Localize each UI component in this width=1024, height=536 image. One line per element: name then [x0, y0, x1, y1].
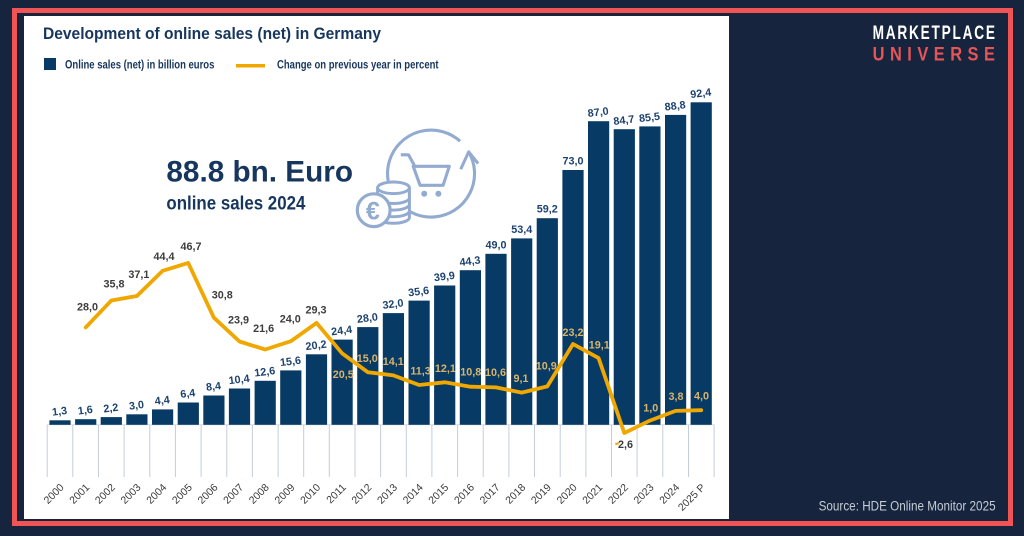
svg-text:2021: 2021 [580, 482, 605, 507]
svg-text:2019: 2019 [529, 482, 554, 507]
svg-text:10,6: 10,6 [485, 367, 506, 379]
svg-text:2010: 2010 [298, 482, 323, 507]
svg-text:2012: 2012 [349, 482, 374, 507]
svg-text:28,0: 28,0 [356, 311, 378, 325]
svg-text:32,0: 32,0 [382, 297, 404, 311]
svg-text:44,4: 44,4 [153, 251, 174, 263]
svg-text:20,2: 20,2 [305, 339, 327, 353]
svg-text:2022: 2022 [606, 482, 631, 507]
svg-text:8,4: 8,4 [205, 380, 221, 394]
svg-text:87,0: 87,0 [587, 105, 609, 119]
svg-text:2005: 2005 [170, 482, 195, 507]
svg-text:84,7: 84,7 [613, 113, 635, 127]
svg-text:35,6: 35,6 [408, 285, 430, 299]
svg-text:23,2: 23,2 [562, 327, 583, 339]
svg-text:21,6: 21,6 [253, 323, 274, 335]
svg-text:15,6: 15,6 [279, 355, 301, 369]
svg-text:2016: 2016 [452, 482, 477, 507]
svg-text:Development of online sales (n: Development of online sales (net) in Ger… [43, 24, 382, 43]
svg-text:9,1: 9,1 [513, 373, 528, 385]
svg-text:92,4: 92,4 [690, 87, 712, 101]
svg-text:28,0: 28,0 [77, 302, 98, 314]
svg-text:10,9: 10,9 [536, 360, 557, 372]
svg-text:2,6: 2,6 [618, 439, 633, 451]
svg-text:10,4: 10,4 [228, 373, 250, 387]
svg-text:35,8: 35,8 [103, 279, 124, 291]
svg-text:46,7: 46,7 [180, 241, 201, 253]
svg-text:Source: HDE Online Monitor 202: Source: HDE Online Monitor 2025 [819, 499, 996, 514]
svg-text:44,3: 44,3 [459, 254, 481, 268]
svg-text:73,0: 73,0 [562, 156, 583, 168]
svg-text:88,8: 88,8 [664, 99, 686, 113]
svg-text:88.8 bn. Euro: 88.8 bn. Euro [166, 156, 353, 189]
svg-text:10,8: 10,8 [460, 367, 481, 379]
svg-text:49,0: 49,0 [485, 239, 506, 251]
svg-text:37,1: 37,1 [128, 269, 149, 281]
svg-text:1,0: 1,0 [643, 403, 658, 415]
svg-text:6,4: 6,4 [180, 387, 196, 401]
svg-text:Online sales (net) in billion: Online sales (net) in billion euros [65, 60, 214, 72]
svg-text:30,8: 30,8 [212, 290, 233, 302]
svg-text:24,4: 24,4 [331, 324, 353, 338]
svg-text:59,2: 59,2 [537, 204, 558, 216]
svg-text:14,1: 14,1 [383, 356, 404, 368]
svg-text:2008: 2008 [247, 482, 272, 507]
svg-text:2004: 2004 [144, 482, 169, 507]
svg-text:€: € [366, 197, 380, 225]
svg-text:2003: 2003 [119, 482, 144, 507]
svg-text:11,3: 11,3 [410, 366, 430, 378]
svg-text:2015: 2015 [426, 482, 451, 507]
svg-text:3,0: 3,0 [128, 399, 144, 413]
svg-text:1,3: 1,3 [51, 405, 67, 419]
svg-text:85,5: 85,5 [638, 111, 660, 125]
svg-text:2,2: 2,2 [103, 402, 119, 416]
svg-text:2020: 2020 [555, 482, 580, 507]
svg-text:2025 P: 2025 P [676, 482, 708, 514]
svg-text:20,5: 20,5 [333, 369, 354, 381]
svg-text:19,1: 19,1 [589, 339, 610, 351]
svg-text:24,0: 24,0 [280, 314, 301, 326]
svg-text:2006: 2006 [196, 482, 221, 507]
svg-text:3,8: 3,8 [668, 391, 683, 403]
svg-text:2018: 2018 [503, 482, 528, 507]
svg-text:4,0: 4,0 [694, 391, 709, 403]
svg-text:2023: 2023 [632, 482, 657, 507]
svg-text:12,6: 12,6 [254, 365, 276, 379]
svg-text:UNIVERSE: UNIVERSE [873, 43, 1001, 65]
svg-text:online sales 2024: online sales 2024 [166, 193, 305, 215]
svg-text:2011: 2011 [324, 482, 349, 507]
svg-text:39,9: 39,9 [433, 270, 455, 284]
svg-text:MARKETPLACE: MARKETPLACE [873, 21, 997, 43]
svg-text:2001: 2001 [67, 482, 92, 507]
svg-text:2013: 2013 [375, 482, 400, 507]
svg-text:29,3: 29,3 [305, 304, 326, 316]
svg-text:2009: 2009 [273, 482, 298, 507]
svg-text:15,0: 15,0 [357, 353, 378, 365]
svg-text:23,9: 23,9 [228, 315, 249, 327]
svg-text:2014: 2014 [401, 482, 426, 507]
svg-text:53,4: 53,4 [511, 224, 532, 236]
svg-text:2002: 2002 [93, 482, 118, 507]
svg-text:2017: 2017 [478, 482, 503, 507]
svg-text:2007: 2007 [221, 482, 246, 507]
svg-text:2000: 2000 [42, 482, 67, 507]
svg-text:1,6: 1,6 [77, 404, 93, 418]
svg-text:Change on previous year in per: Change on previous year in percent [277, 60, 439, 72]
svg-text:4,4: 4,4 [154, 394, 170, 408]
svg-text:12,1: 12,1 [435, 363, 456, 375]
